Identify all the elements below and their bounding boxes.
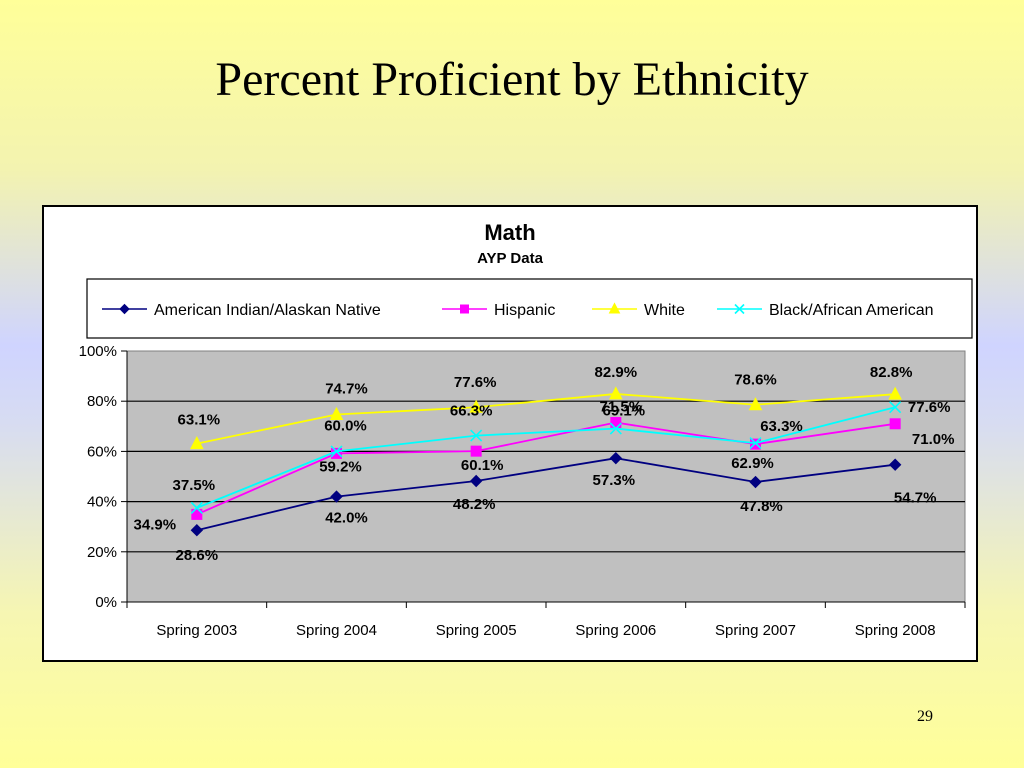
data-label: 59.2% bbox=[319, 458, 362, 475]
data-point bbox=[888, 458, 902, 471]
x-tick-label: Spring 2003 bbox=[156, 622, 237, 639]
series-layer bbox=[190, 386, 902, 537]
data-point bbox=[609, 386, 623, 400]
data-label: 66.3% bbox=[450, 403, 493, 420]
legend-item: American Indian/Alaskan Native bbox=[102, 302, 381, 319]
data-label: 57.3% bbox=[593, 472, 636, 489]
y-tick-label: 20% bbox=[87, 544, 117, 561]
y-tick-label: 40% bbox=[87, 494, 117, 511]
series-line bbox=[190, 451, 902, 537]
chart-legend: American Indian/Alaskan Native Hispanic Wh… bbox=[86, 278, 973, 339]
y-tick-label: 80% bbox=[87, 393, 117, 410]
chart-axes: 0% 20% 40% 60% 80% 100% Spring 2003 Spring 2004… bbox=[79, 343, 966, 639]
data-point bbox=[749, 475, 762, 489]
data-label: 82.8% bbox=[870, 364, 913, 381]
data-label: 60.0% bbox=[324, 417, 367, 434]
data-label: 28.6% bbox=[176, 547, 219, 564]
data-labels-layer: 28.6% 42.0% 48.2% 57.3% 47.8% 54.7% 34.9% 59.2%… bbox=[134, 364, 955, 564]
y-tick-label: 100% bbox=[79, 343, 117, 360]
data-label: 77.6% bbox=[454, 374, 497, 391]
series-path bbox=[196, 393, 896, 445]
data-label: 69.1% bbox=[603, 403, 646, 420]
data-point bbox=[469, 399, 483, 413]
legend-label: American Indian/Alaskan Native bbox=[154, 302, 381, 319]
series-path bbox=[196, 457, 896, 532]
legend-item: Black/African American bbox=[717, 302, 934, 319]
page-number: 29 bbox=[917, 708, 933, 725]
data-point bbox=[191, 508, 203, 520]
data-label: 71.0% bbox=[912, 431, 955, 448]
chart-svg: American Indian/Alaskan Native Hispanic Wh… bbox=[79, 278, 973, 639]
data-point bbox=[889, 418, 901, 430]
legend-marker bbox=[119, 303, 130, 315]
data-label: 60.1% bbox=[461, 457, 504, 474]
legend-item: Hispanic bbox=[442, 302, 555, 319]
data-label: 74.7% bbox=[325, 381, 368, 398]
legend-marker bbox=[734, 303, 745, 315]
series-path bbox=[196, 406, 896, 509]
legend-label: White bbox=[644, 302, 685, 319]
legend-label: Black/African American bbox=[769, 302, 934, 319]
x-tick-label: Spring 2004 bbox=[296, 622, 377, 639]
data-point bbox=[330, 490, 343, 503]
y-tick-label: 0% bbox=[95, 594, 117, 611]
x-tick-label: Spring 2007 bbox=[715, 622, 796, 639]
slide-title: Percent Proficient by Ethnicity bbox=[215, 53, 809, 106]
legend-marker bbox=[608, 302, 621, 314]
legend-marker bbox=[460, 304, 469, 314]
data-label: 34.9% bbox=[134, 516, 177, 533]
data-point bbox=[329, 406, 344, 421]
series-line bbox=[190, 386, 902, 450]
x-tick-label: Spring 2005 bbox=[436, 622, 517, 639]
data-label: 42.0% bbox=[325, 510, 368, 527]
x-tick-label: Spring 2006 bbox=[575, 622, 656, 639]
data-point bbox=[749, 437, 762, 450]
data-point bbox=[609, 422, 622, 435]
series-line bbox=[190, 401, 902, 514]
chart-area: Math AYP Data American Indian/Alaskan Na… bbox=[42, 205, 978, 662]
x-tick-label: Spring 2008 bbox=[855, 622, 936, 639]
series-path bbox=[196, 421, 896, 516]
data-label: 47.8% bbox=[740, 498, 783, 515]
data-point bbox=[889, 401, 902, 414]
chart-subtitle: AYP Data bbox=[477, 250, 543, 267]
chart-title: Math bbox=[484, 220, 536, 245]
data-label: 54.7% bbox=[894, 490, 937, 507]
data-label: 82.9% bbox=[595, 364, 638, 381]
legend-box bbox=[86, 278, 973, 339]
data-label: 63.3% bbox=[760, 418, 803, 435]
data-point bbox=[190, 436, 204, 450]
data-label: 37.5% bbox=[173, 477, 216, 494]
data-label: 71.5% bbox=[600, 399, 643, 416]
data-label: 63.1% bbox=[178, 412, 221, 429]
data-point bbox=[748, 397, 763, 411]
data-point bbox=[888, 386, 902, 400]
data-point bbox=[470, 445, 482, 457]
data-label: 77.6% bbox=[908, 399, 951, 416]
data-point bbox=[190, 524, 204, 537]
data-point bbox=[330, 445, 343, 458]
legend-item: White bbox=[592, 302, 685, 319]
data-label: 62.9% bbox=[731, 455, 774, 472]
y-tick-label: 60% bbox=[87, 443, 117, 460]
data-point bbox=[469, 474, 483, 488]
data-point bbox=[190, 501, 203, 514]
plot-area bbox=[126, 350, 966, 603]
legend-label: Hispanic bbox=[494, 302, 555, 319]
plot-background bbox=[126, 350, 966, 603]
data-point bbox=[470, 429, 483, 442]
data-point bbox=[609, 451, 623, 465]
data-label: 48.2% bbox=[453, 496, 496, 513]
data-label: 78.6% bbox=[734, 372, 777, 389]
